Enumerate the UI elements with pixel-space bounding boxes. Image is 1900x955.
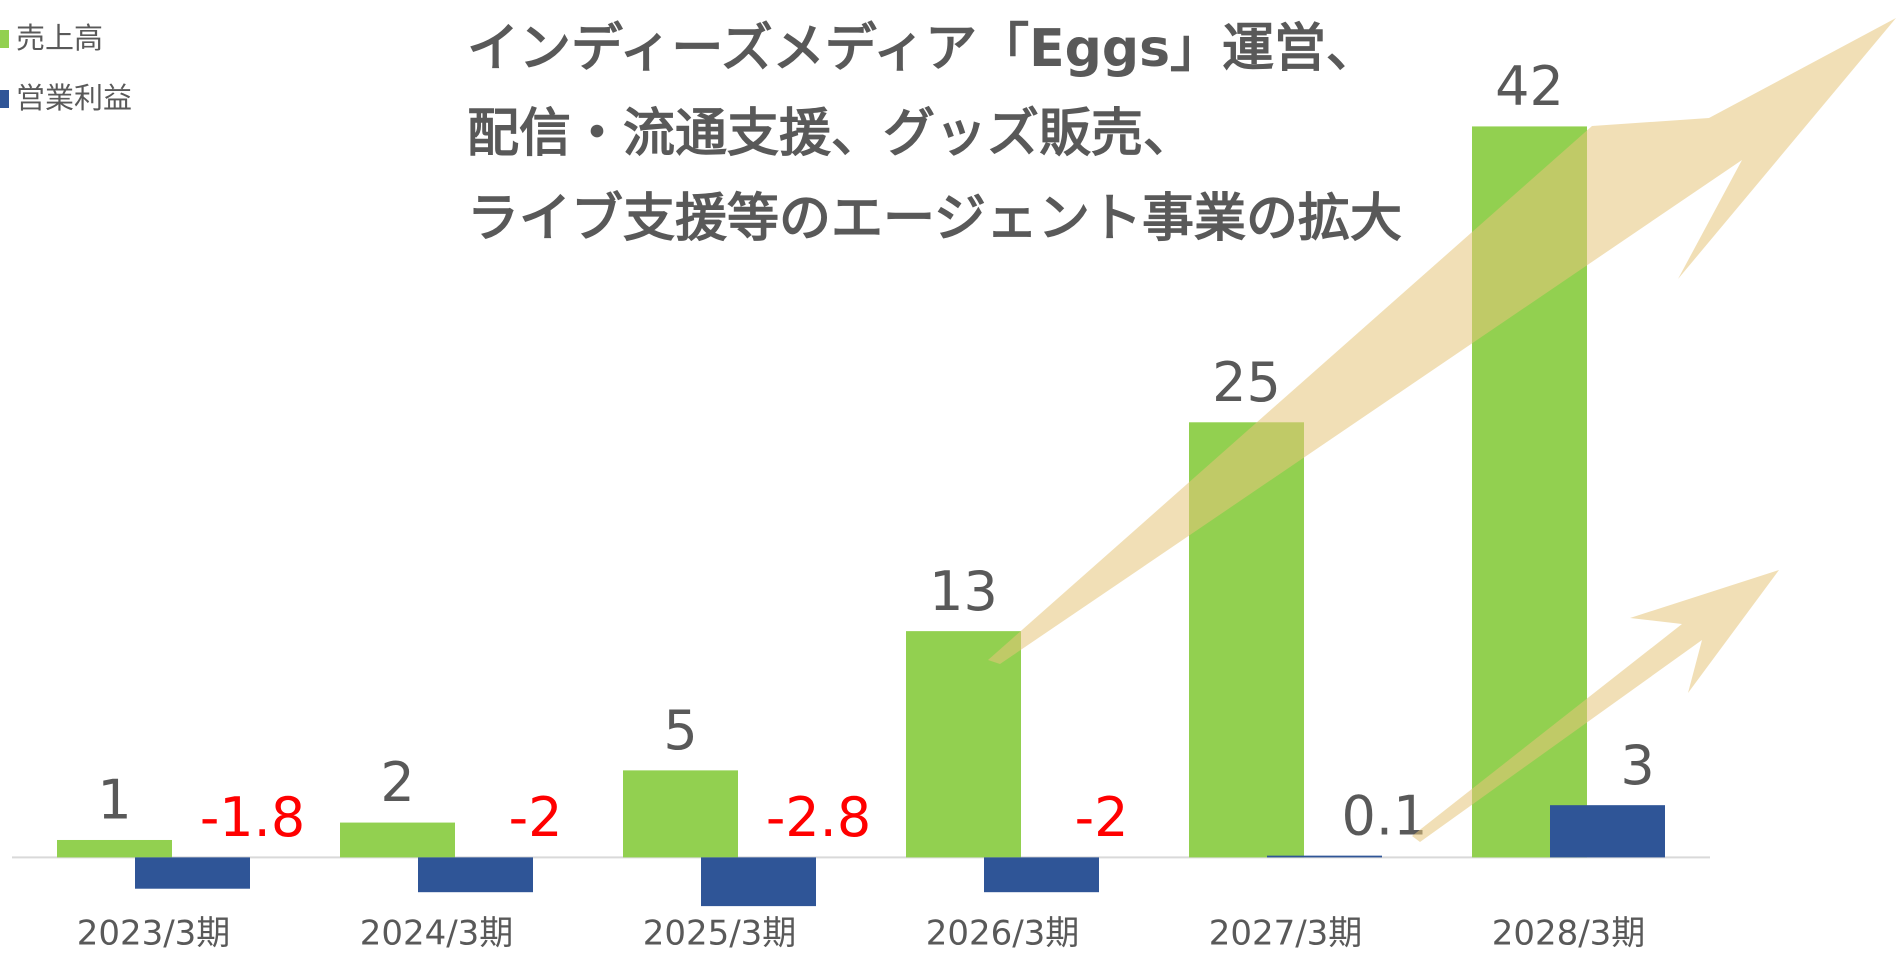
bar: [623, 770, 738, 858]
data-label: 3: [1620, 734, 1654, 797]
data-label: 42: [1495, 55, 1564, 118]
x-tick-label: 2025/3期: [643, 914, 797, 954]
data-label: -2: [509, 786, 563, 849]
legend-swatch: [0, 90, 9, 108]
bar: [57, 839, 172, 858]
arrow: [1412, 570, 1779, 842]
bar: [984, 857, 1099, 893]
bar: [418, 857, 533, 893]
legend-label: 売上高: [16, 21, 103, 55]
legend-swatch: [0, 30, 9, 48]
legend-label: 営業利益: [16, 81, 132, 115]
bar: [906, 631, 1021, 858]
x-tick-label: 2027/3期: [1209, 914, 1363, 954]
data-label: 1: [97, 769, 131, 832]
arrow: [988, 18, 1896, 664]
bar: [135, 857, 250, 889]
data-label: -2.8: [766, 786, 871, 849]
chart-title: ライブ支援等のエージェント事業の拡大: [467, 189, 1402, 249]
chart-title: インディーズメディア「Eggs」運営、: [467, 19, 1378, 79]
x-tick-label: 2024/3期: [360, 914, 514, 954]
data-label: 13: [929, 560, 998, 623]
chart-title: 配信・流通支援、グッズ販売、: [467, 104, 1195, 164]
bar: [1550, 805, 1665, 858]
x-tick-label: 2028/3期: [1492, 914, 1646, 954]
data-label: 25: [1212, 351, 1281, 414]
data-label: 2: [380, 751, 414, 814]
data-label: 5: [663, 699, 697, 762]
data-label: -2: [1075, 786, 1129, 849]
x-tick-label: 2023/3期: [77, 914, 231, 954]
bar: [1267, 855, 1382, 858]
bar: [701, 857, 816, 907]
bar: [340, 822, 455, 858]
x-tick-label: 2026/3期: [926, 914, 1080, 954]
data-label: -1.8: [200, 786, 305, 849]
